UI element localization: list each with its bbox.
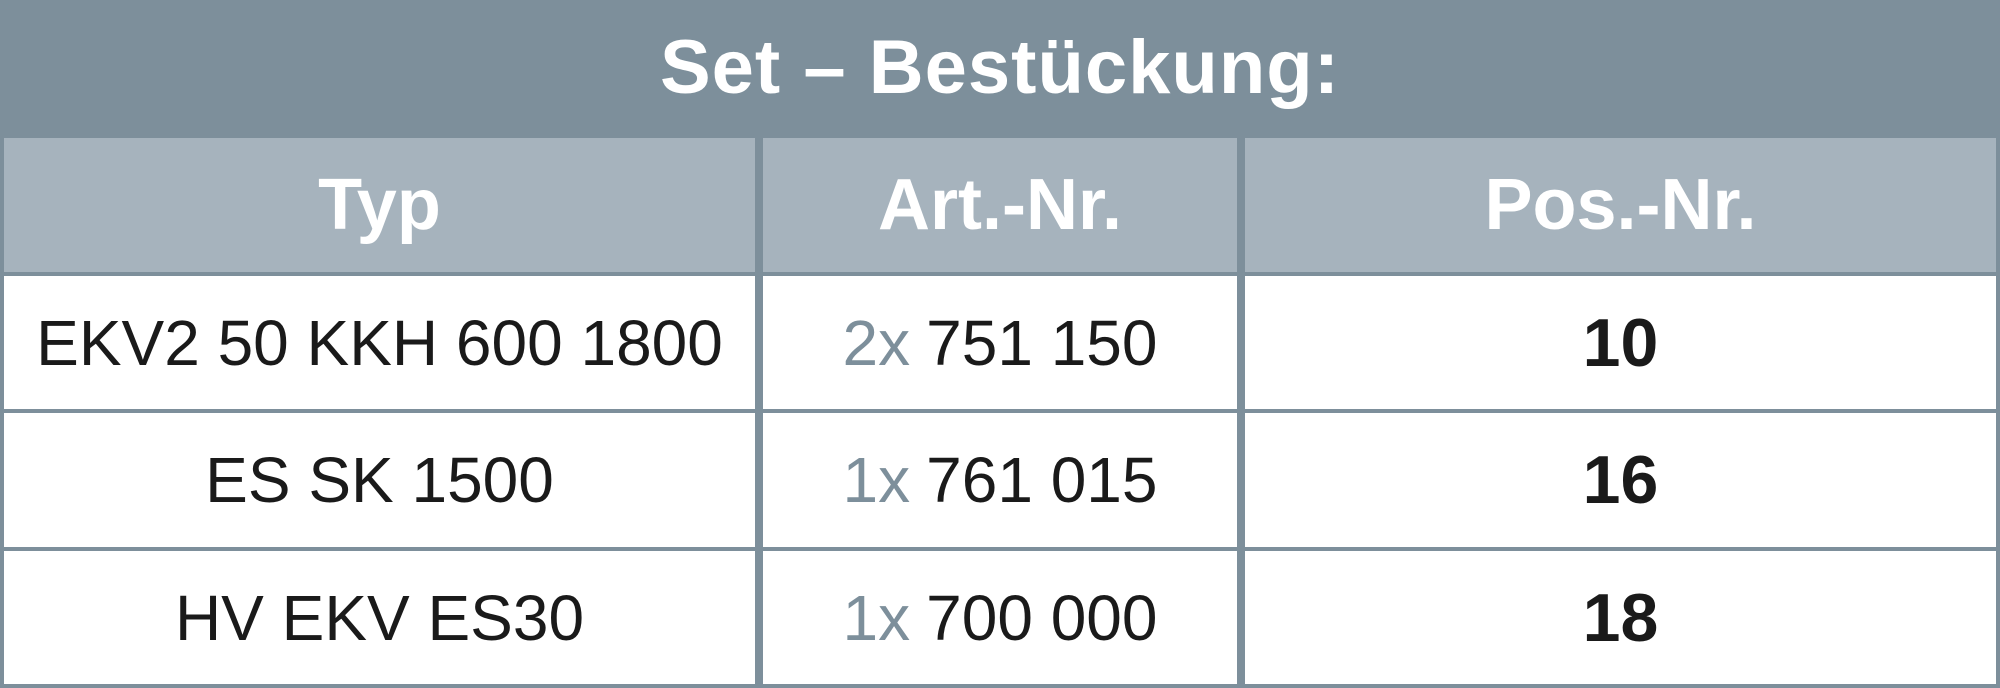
- article-cell: 1x 761 015: [763, 413, 1237, 547]
- column-header: Pos.-Nr.: [1245, 138, 1996, 272]
- article-number: 700 000: [926, 581, 1158, 654]
- article-number: 751 150: [926, 306, 1158, 379]
- position-cell: 16: [1245, 413, 1996, 547]
- table-title: Set – Bestückung:: [659, 24, 1341, 110]
- column-header: Typ: [4, 138, 755, 272]
- position-cell: 18: [1245, 551, 1996, 684]
- type-cell: ES SK 1500: [4, 413, 755, 547]
- column-header: Art.-Nr.: [763, 138, 1237, 272]
- quantity: 1x: [842, 444, 911, 516]
- quantity: 2x: [842, 306, 911, 379]
- article-number: 761 015: [926, 444, 1158, 516]
- article-cell: 1x 700 000: [763, 551, 1237, 684]
- type-cell: EKV2 50 KKH 600 1800: [4, 276, 755, 409]
- position-cell: 10: [1245, 276, 1996, 409]
- quantity: 1x: [842, 581, 911, 654]
- type-cell: HV EKV ES30: [4, 551, 755, 684]
- article-cell: 2x 751 150: [763, 276, 1237, 409]
